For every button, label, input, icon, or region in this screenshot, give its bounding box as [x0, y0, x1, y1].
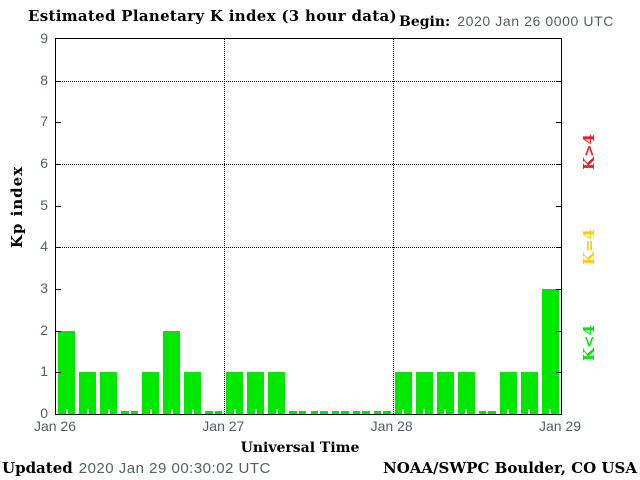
- interval-tick: [507, 409, 510, 414]
- gridline-y-4: [56, 247, 561, 249]
- begin-timestamp: Begin: 2020 Jan 26 0000 UTC: [399, 13, 614, 31]
- kp-bar: [499, 372, 517, 414]
- y-tick-label-6: 6: [40, 155, 48, 171]
- y-tick-label-2: 2: [40, 321, 48, 338]
- kp-bar: [226, 372, 244, 414]
- interval-tick: [381, 409, 384, 414]
- y-tick-left-3: [56, 289, 61, 290]
- kp-bar: [247, 372, 265, 414]
- y-tick-label-9: 9: [40, 30, 48, 46]
- x-tick-label-jan-26: Jan 26: [33, 418, 77, 434]
- interval-tick: [191, 409, 194, 414]
- kp-bar: [163, 331, 181, 414]
- y-tick-left-7: [56, 122, 61, 124]
- y-tick-left-4: [56, 247, 61, 249]
- x-tick-label-jan-29: Jan 29: [538, 418, 582, 434]
- y-tick-label-4: 4: [40, 238, 48, 255]
- y-tick-label-8: 8: [40, 71, 48, 88]
- y-tick-label-7: 7: [40, 113, 48, 130]
- legend-item-k-lt-4: K<4: [580, 324, 598, 362]
- x-tick-label-jan-27: Jan 27: [202, 418, 245, 434]
- kp-bar: [268, 372, 286, 414]
- kp-bar: [541, 289, 559, 414]
- interval-tick: [486, 409, 489, 414]
- y-tick-right-2: [556, 330, 561, 332]
- gridline-y-6: [56, 164, 561, 165]
- y-tick-label-5: 5: [40, 196, 48, 213]
- interval-tick: [170, 409, 173, 414]
- kp-bar: [100, 372, 118, 414]
- legend-item-k-eq-4: K=4: [580, 228, 598, 266]
- y-tick-right-7: [556, 122, 561, 124]
- interval-tick: [86, 409, 89, 414]
- interval-tick: [233, 409, 236, 414]
- kp-bar: [58, 331, 75, 414]
- y-tick-left-8: [56, 80, 61, 82]
- y-tick-left-2: [56, 330, 61, 332]
- y-tick-label-0: 0: [40, 405, 48, 421]
- interval-tick: [212, 409, 215, 414]
- chart-title: Estimated Planetary K index (3 hour data…: [28, 7, 397, 25]
- y-tick-right-8: [556, 80, 561, 82]
- updated-timestamp: Updated 2020 Jan 29 00:30:02 UTC: [2, 459, 271, 478]
- interval-tick: [65, 409, 68, 414]
- interval-tick: [465, 409, 468, 414]
- y-tick-right-5: [556, 205, 561, 207]
- y-tick-right-6: [556, 164, 561, 165]
- begin-label: Begin:: [399, 14, 451, 30]
- interval-tick: [360, 409, 363, 414]
- kp-bar: [520, 372, 538, 414]
- y-tick-left-1: [56, 372, 61, 374]
- interval-tick: [254, 409, 257, 414]
- interval-tick: [128, 409, 131, 414]
- y-tick-right-3: [556, 289, 561, 290]
- y-axis-title: Kp index: [8, 165, 26, 249]
- gridline-y-8: [56, 80, 561, 82]
- interval-tick: [444, 409, 447, 414]
- begin-value: 2020 Jan 26 0000 UTC: [457, 13, 614, 29]
- x-axis-title: Universal Time: [240, 440, 360, 456]
- interval-tick: [149, 409, 152, 414]
- interval-tick: [318, 409, 321, 414]
- credit-text: NOAA/SWPC Boulder, CO USA: [382, 459, 637, 477]
- interval-tick: [402, 409, 405, 414]
- updated-label: Updated: [2, 459, 73, 477]
- y-tick-right-4: [556, 247, 561, 249]
- interval-tick: [549, 409, 552, 414]
- y-tick-left-6: [56, 164, 61, 165]
- gridline-day-boundary-2: [392, 39, 394, 414]
- interval-tick: [275, 409, 278, 414]
- kp-bar: [184, 372, 202, 414]
- interval-tick: [296, 409, 299, 414]
- y-tick-label-3: 3: [40, 280, 48, 296]
- interval-tick: [107, 409, 110, 414]
- interval-tick: [528, 409, 531, 414]
- y-tick-right-1: [556, 372, 561, 374]
- kp-bar: [436, 372, 454, 414]
- interval-tick: [423, 409, 426, 414]
- kp-bar: [142, 372, 160, 414]
- interval-tick: [339, 409, 342, 414]
- kp-bar: [394, 372, 412, 414]
- y-tick-label-1: 1: [40, 363, 48, 380]
- gridline-day-boundary-1: [224, 39, 226, 414]
- y-tick-left-5: [56, 205, 61, 207]
- legend-item-k-gt-4: K>4: [580, 133, 598, 171]
- x-tick-label-jan-28: Jan 28: [370, 418, 413, 434]
- kp-bar: [457, 372, 475, 414]
- plot-area: [55, 38, 562, 415]
- updated-value: 2020 Jan 29 00:30:02 UTC: [78, 460, 271, 477]
- kp-bar: [415, 372, 433, 414]
- kp-bar: [79, 372, 97, 414]
